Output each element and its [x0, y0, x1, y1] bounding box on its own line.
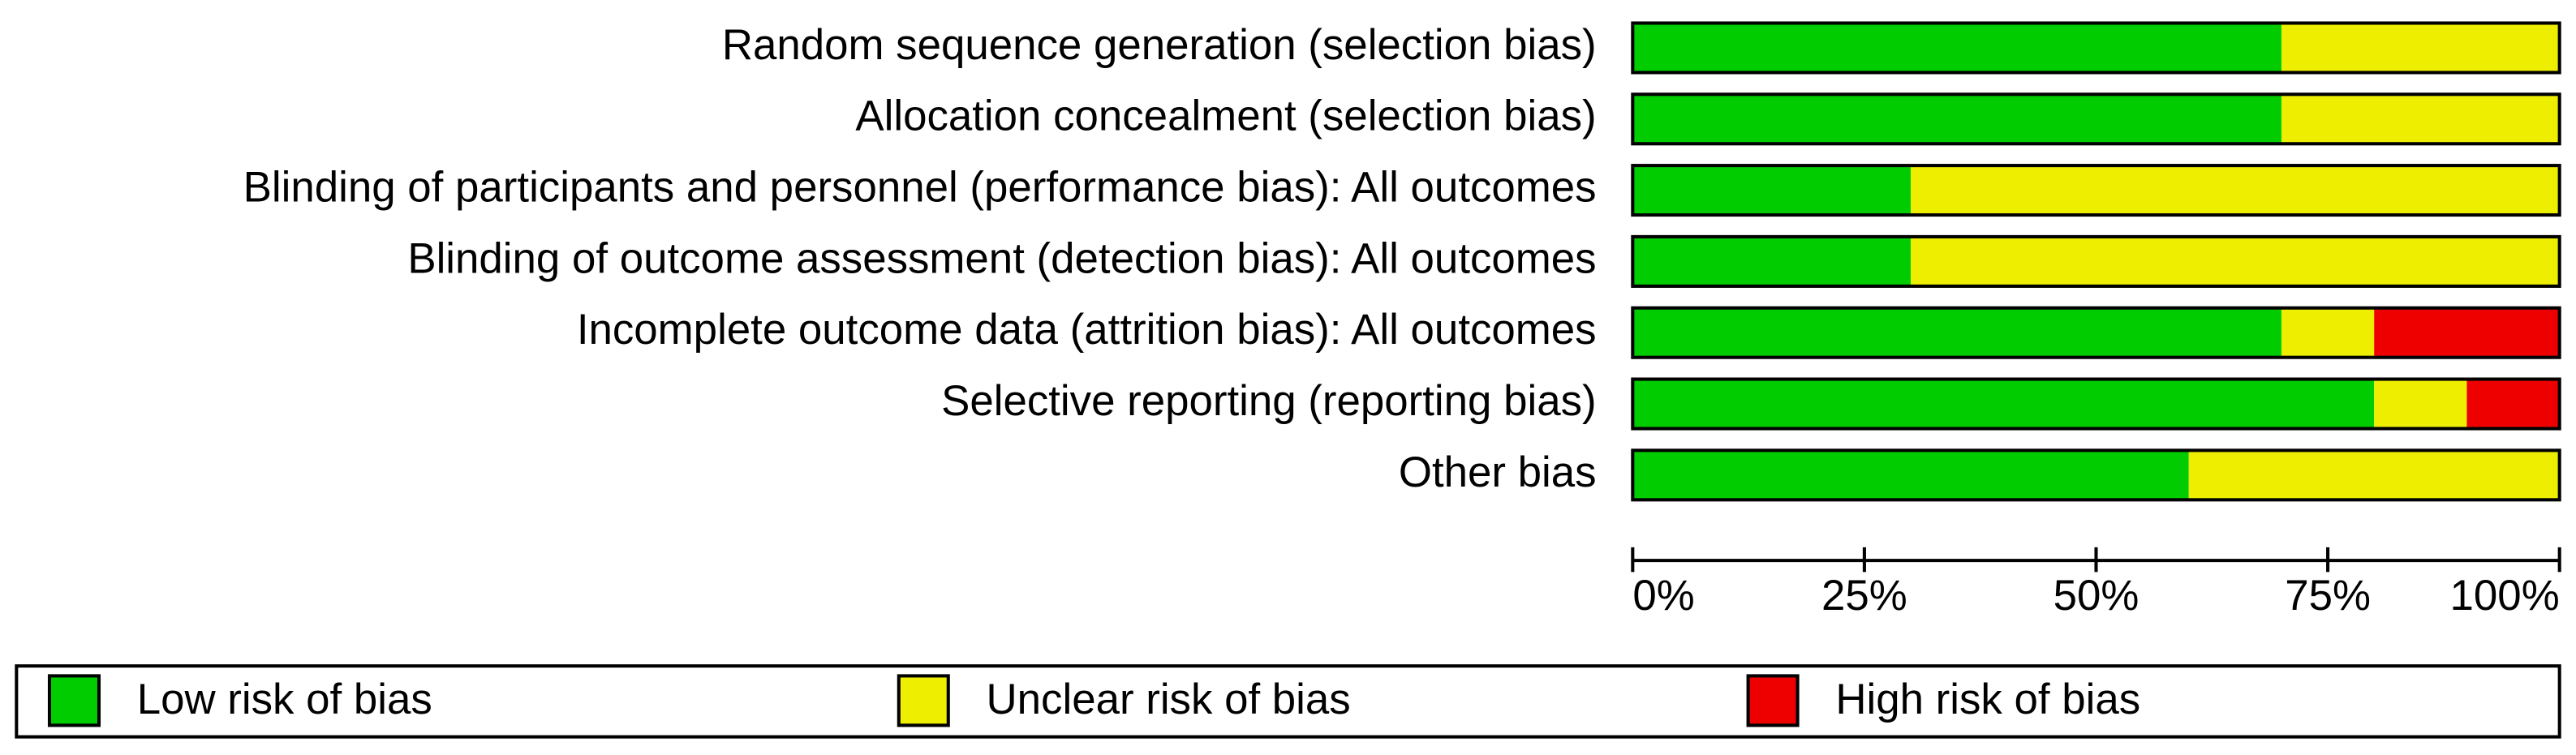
category-label: Random sequence generation (selection bi…	[722, 21, 1597, 69]
bar-outline	[1631, 377, 2561, 431]
bar-segment	[2281, 23, 2560, 73]
category-label: Incomplete outcome data (attrition bias)…	[577, 306, 1597, 354]
x-tick-label: 75%	[2285, 572, 2371, 620]
bar-segment	[2374, 307, 2560, 358]
bar-segment	[1632, 236, 1912, 286]
category-label: Blinding of outcome assessment (detectio…	[407, 234, 1596, 282]
legend-swatch	[1746, 674, 1800, 727]
bar-outline	[1631, 164, 2561, 217]
bar-outline	[1631, 448, 2561, 502]
legend-swatch	[897, 674, 950, 727]
bar-segment	[2466, 379, 2560, 429]
bar-segment	[2281, 94, 2560, 144]
bar-outline	[1631, 21, 2561, 75]
legend-swatch	[47, 674, 101, 727]
category-label: Allocation concealment (selection bias)	[855, 92, 1596, 140]
bar-segment	[1632, 379, 2375, 429]
bar-outline	[1631, 234, 2561, 288]
category-label: Other bias	[1399, 448, 1597, 496]
bar-segment	[1632, 94, 2281, 144]
x-tick-label: 100%	[2450, 572, 2560, 620]
bar-segment	[2374, 379, 2467, 429]
bar-segment	[1632, 165, 1912, 216]
legend-label: High risk of bias	[1835, 676, 2140, 723]
category-label: Selective reporting (reporting bias)	[941, 377, 1597, 425]
bar-segment	[1911, 165, 2560, 216]
bar-outline	[1631, 306, 2561, 359]
x-tick-label: 0%	[1632, 572, 1694, 620]
bar-outline	[1631, 92, 2561, 146]
legend-label: Unclear risk of bias	[987, 676, 1351, 723]
bar-segment	[2281, 307, 2375, 358]
bar-segment	[1632, 307, 2281, 358]
bar-segment	[2188, 450, 2560, 500]
x-tick-label: 50%	[2053, 572, 2139, 620]
x-tick-label: 25%	[1821, 572, 1907, 620]
category-label: Blinding of participants and personnel (…	[243, 164, 1597, 212]
bar-segment	[1632, 450, 2189, 500]
legend-box	[15, 664, 2561, 739]
legend-label: Low risk of bias	[137, 676, 432, 723]
bar-segment	[1911, 236, 2560, 286]
bar-segment	[1632, 23, 2281, 73]
